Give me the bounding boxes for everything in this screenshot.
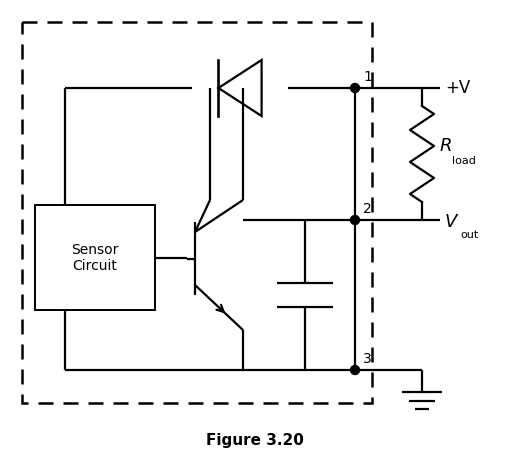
Text: Circuit: Circuit	[72, 258, 117, 273]
Text: out: out	[459, 230, 477, 240]
Circle shape	[350, 365, 359, 375]
Text: 3: 3	[362, 352, 371, 366]
Text: 1: 1	[362, 70, 371, 84]
Circle shape	[350, 84, 359, 93]
Text: 2: 2	[362, 202, 371, 216]
Text: V: V	[444, 213, 457, 231]
FancyBboxPatch shape	[35, 205, 155, 310]
Text: Figure 3.20: Figure 3.20	[206, 432, 303, 448]
Text: load: load	[451, 156, 475, 166]
Text: R: R	[439, 137, 451, 155]
Circle shape	[350, 215, 359, 224]
Text: Sensor: Sensor	[71, 242, 119, 257]
Text: +V: +V	[444, 79, 469, 97]
